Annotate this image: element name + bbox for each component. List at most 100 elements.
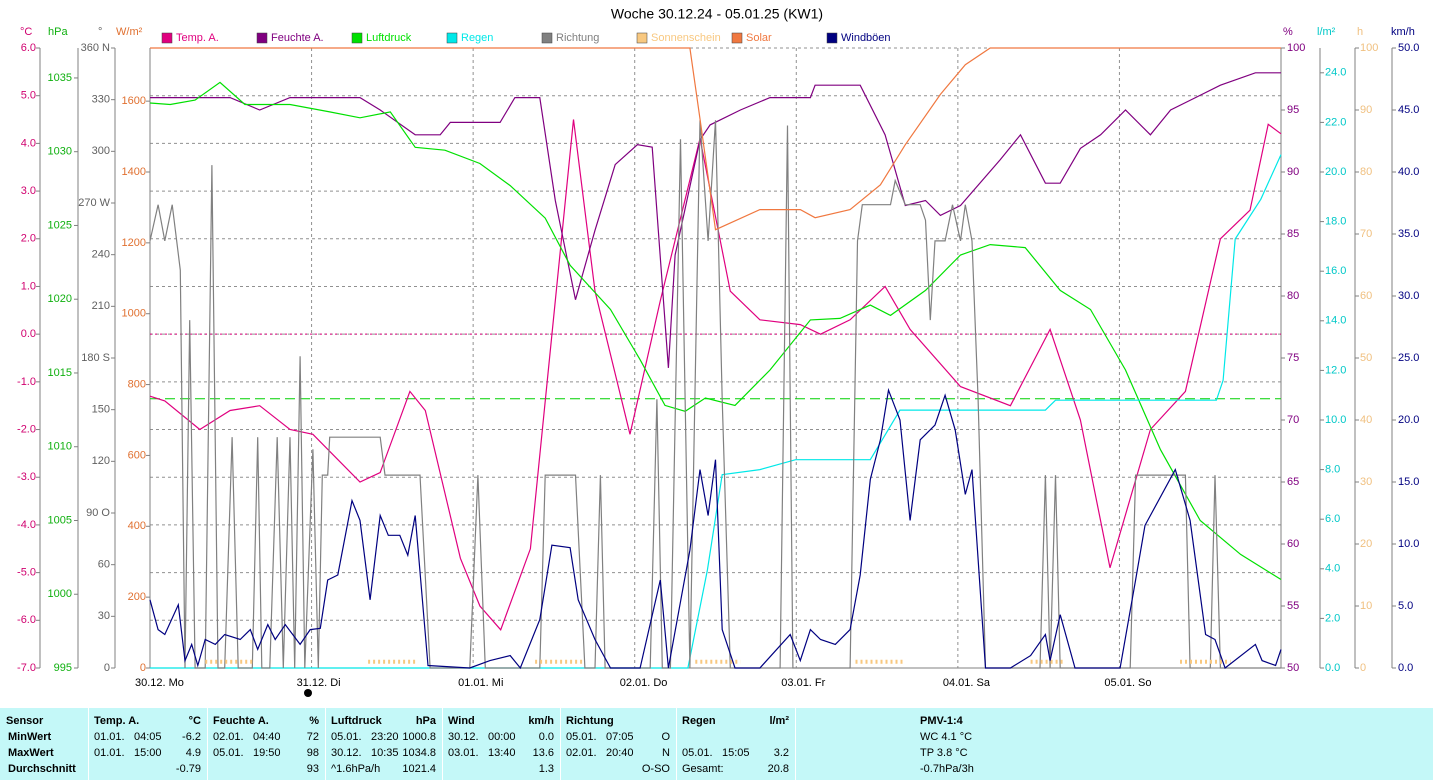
y-tick-label: 600 (128, 449, 146, 461)
cell-value: 0.0 (538, 731, 554, 743)
cell-value: 3.2 (773, 747, 789, 759)
cell-value: 1034.8 (402, 747, 436, 759)
cell-time: 04:40 (253, 731, 281, 743)
y-tick-label: 1010 (48, 441, 72, 453)
y-tick-label: 1000 (48, 588, 72, 600)
y-tick-label: 0 (140, 662, 146, 674)
y-tick-label: 1600 (122, 95, 146, 107)
cell-time: 19:50 (253, 747, 281, 759)
header-title: Richtung (566, 715, 614, 727)
y-tick-label: 1015 (48, 367, 72, 379)
y-tick-label: 90 O (86, 507, 110, 519)
legend-swatch (446, 32, 458, 44)
y-tick-label: 1030 (48, 146, 72, 158)
cell-time: 04:05 (134, 731, 162, 743)
x-tick-label: 30.12. Mo (135, 677, 184, 689)
y-tick-label: 15.0 (1398, 476, 1419, 488)
y-tick-label: 45.0 (1398, 104, 1419, 116)
cell-date: 03.01. (448, 747, 479, 759)
y-tick-label: 120 (92, 455, 110, 467)
header-unit: l/m² (769, 715, 789, 727)
header-title: PMV-1:4 (920, 715, 963, 727)
y-tick-label: 2.0 (21, 233, 36, 245)
cell-value: 1.3 (538, 763, 554, 775)
series-line (150, 72, 1281, 368)
y-tick-label: 1025 (48, 219, 72, 231)
cell-date: 30.12. (331, 747, 362, 759)
header-title: Feuchte A. (213, 715, 269, 727)
column-separator (795, 708, 796, 780)
axis-unit: % (1283, 26, 1293, 38)
column-separator (676, 708, 677, 780)
legend-swatch (161, 32, 173, 44)
pmv-text: WC 4.1 °C (920, 731, 973, 743)
x-tick-label: 04.01. Sa (943, 677, 991, 689)
y-tick-label: 995 (54, 662, 72, 674)
y-tick-label: -5.0 (17, 567, 36, 579)
cell-value: 72 (306, 731, 319, 743)
y-tick-label: -2.0 (17, 423, 36, 435)
cell-value: O-SO (641, 763, 670, 775)
cell-value: 1021.4 (402, 763, 436, 775)
y-tick-label: 5.0 (21, 90, 36, 102)
cell-date: 02.01. (213, 731, 244, 743)
cell-value: 4.9 (185, 747, 201, 759)
column-separator (207, 708, 208, 780)
row-label: MaxWert (8, 747, 54, 759)
header-title: Temp. A. (94, 715, 140, 727)
y-tick-label: 10.0 (1325, 414, 1346, 426)
y-tick-label: 22.0 (1325, 116, 1346, 128)
y-tick-label: 240 (92, 249, 110, 261)
y-tick-label: 100 (1287, 42, 1305, 54)
y-tick-label: -1.0 (17, 376, 36, 388)
y-tick-label: 20.0 (1325, 166, 1346, 178)
y-tick-label: 100 (1360, 42, 1378, 54)
y-tick-label: 0 (1360, 662, 1366, 674)
legend-label: Sonnenschein (651, 32, 721, 44)
y-tick-label: 270 W (78, 197, 110, 209)
y-tick-label: 1035 (48, 72, 72, 84)
legend-swatch (351, 32, 363, 44)
cell-value: 13.6 (532, 747, 554, 759)
y-tick-label: 2.0 (1325, 612, 1340, 624)
y-tick-label: 20 (1360, 538, 1372, 550)
legend-label: Luftdruck (366, 32, 412, 44)
axis-unit: °C (20, 26, 32, 38)
cell-date: 30.12. (448, 731, 479, 743)
y-tick-label: -3.0 (17, 471, 36, 483)
cell-date: 05.01. (331, 731, 362, 743)
series-line (150, 47, 1281, 231)
y-tick-label: 300 (92, 145, 110, 157)
cell-value: -0.79 (175, 763, 201, 775)
y-tick-label: 18.0 (1325, 216, 1346, 228)
y-tick-label: -7.0 (17, 662, 36, 674)
y-tick-label: 80 (1287, 290, 1299, 302)
x-tick-label: 02.01. Do (620, 677, 668, 689)
y-tick-label: 40.0 (1398, 166, 1419, 178)
series-line (149, 81, 1282, 581)
header-title: Luftdruck (331, 715, 382, 727)
y-tick-label: 30.0 (1398, 290, 1419, 302)
y-tick-label: 90 (1287, 166, 1299, 178)
cell-value: 20.8 (767, 763, 789, 775)
legend-swatch (541, 32, 553, 44)
y-tick-label: 6.0 (1325, 513, 1340, 525)
y-tick-label: 90 (1360, 104, 1372, 116)
y-tick-label: 14.0 (1325, 315, 1346, 327)
cell-time: 15:00 (134, 747, 162, 759)
cell-time: 10:35 (371, 747, 399, 759)
legend-label: Solar (746, 32, 772, 44)
cell-value: 1000.8 (402, 731, 436, 743)
y-tick-label: 4.0 (1325, 563, 1340, 575)
y-tick-label: 1020 (48, 293, 72, 305)
chart-title: Woche 30.12.24 - 05.01.25 (KW1) (611, 6, 823, 22)
cell-date: 01.01. (94, 731, 125, 743)
legend-swatch (256, 32, 268, 44)
cell-date: 02.01. (566, 747, 597, 759)
cell-date: 05.01. (682, 747, 713, 759)
axis-unit: hPa (48, 26, 68, 38)
cell-value: O (661, 731, 670, 743)
summary-table: Sensor Temp. A. °C Feuchte A.% Luftdruck hPa W… (0, 708, 1433, 780)
y-tick-label: 30 (98, 610, 110, 622)
header-unit: hPa (415, 715, 436, 727)
